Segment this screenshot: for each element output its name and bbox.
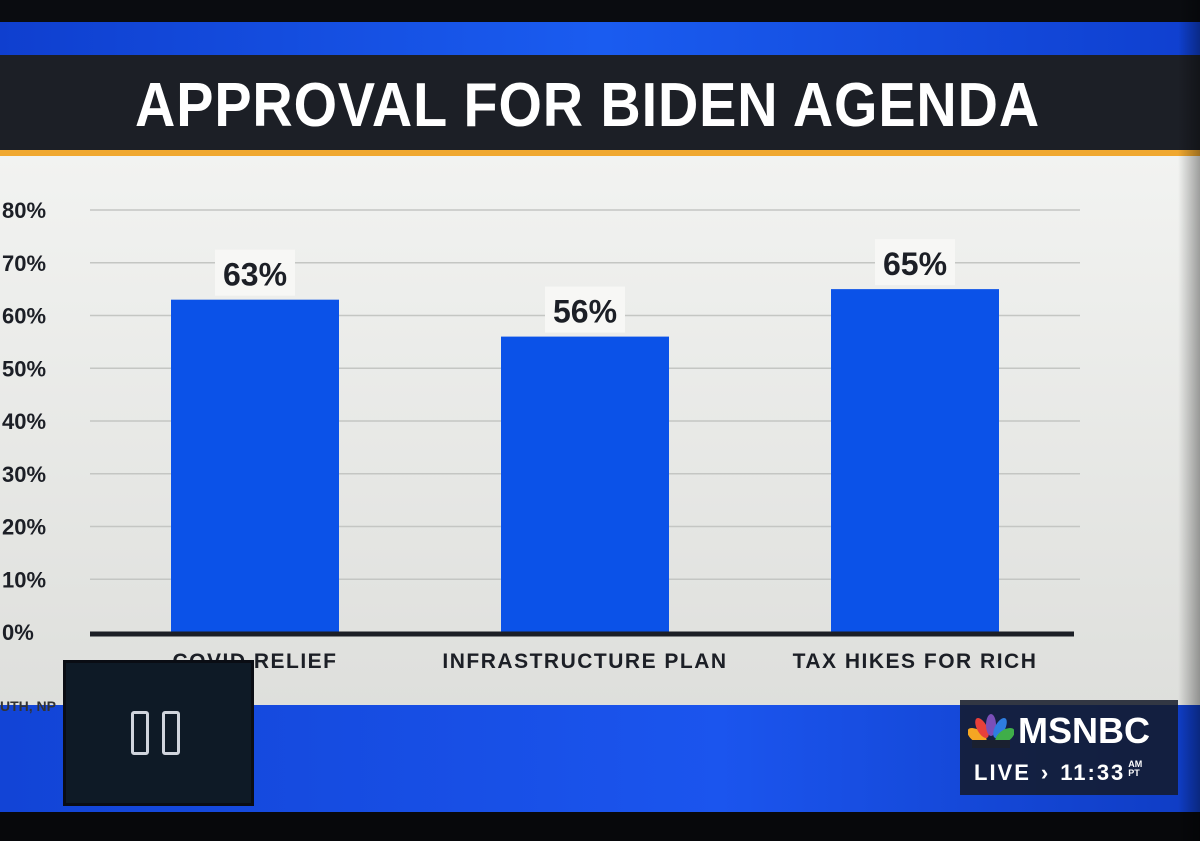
- value-label: 63%: [223, 257, 287, 293]
- gold-divider: [0, 150, 1200, 156]
- chart-title: APPROVAL FOR BIDEN AGENDA: [135, 71, 1041, 140]
- y-tick-label: 30%: [2, 462, 46, 487]
- am-label: AM: [1128, 759, 1143, 769]
- value-label-bg: [875, 239, 955, 286]
- value-label: 65%: [883, 246, 947, 282]
- network-logo: MSNBC: [1018, 710, 1150, 751]
- bottom-bezel: [0, 812, 1200, 841]
- category-label: TAX HIKES FOR RICH: [793, 650, 1038, 673]
- right-bezel: [1178, 0, 1200, 841]
- live-separator: ›: [1040, 760, 1051, 785]
- clock-time: 11:33: [1060, 760, 1126, 785]
- source-text: UTH, NP: [0, 698, 56, 714]
- category-label: INFRASTRUCTURE PLAN: [442, 650, 727, 673]
- y-tick-label: 60%: [2, 304, 46, 329]
- value-label-bg: [215, 249, 295, 296]
- y-tick-label: 10%: [2, 567, 46, 592]
- network-bug: MSNBC LIVE › 11:33 AM PT: [960, 700, 1178, 795]
- y-tick-label: 40%: [2, 409, 46, 434]
- title-bar: [0, 55, 1200, 155]
- y-tick-label: 0%: [2, 620, 34, 645]
- y-tick-label: 80%: [2, 198, 46, 223]
- bar: [171, 299, 339, 632]
- live-label: LIVE: [974, 760, 1031, 785]
- y-tick-label: 70%: [2, 251, 46, 276]
- y-tick-label: 50%: [2, 356, 46, 381]
- pt-label: PT: [1128, 768, 1140, 778]
- live-indicator: LIVE › 11:33 AM PT: [974, 760, 1142, 786]
- bar: [831, 289, 999, 632]
- peacock-icon: [968, 714, 1014, 748]
- value-label-bg: [545, 286, 625, 333]
- pause-button[interactable]: [63, 660, 254, 806]
- bar: [501, 336, 669, 632]
- y-tick-label: 20%: [2, 515, 46, 540]
- value-label: 56%: [553, 294, 617, 330]
